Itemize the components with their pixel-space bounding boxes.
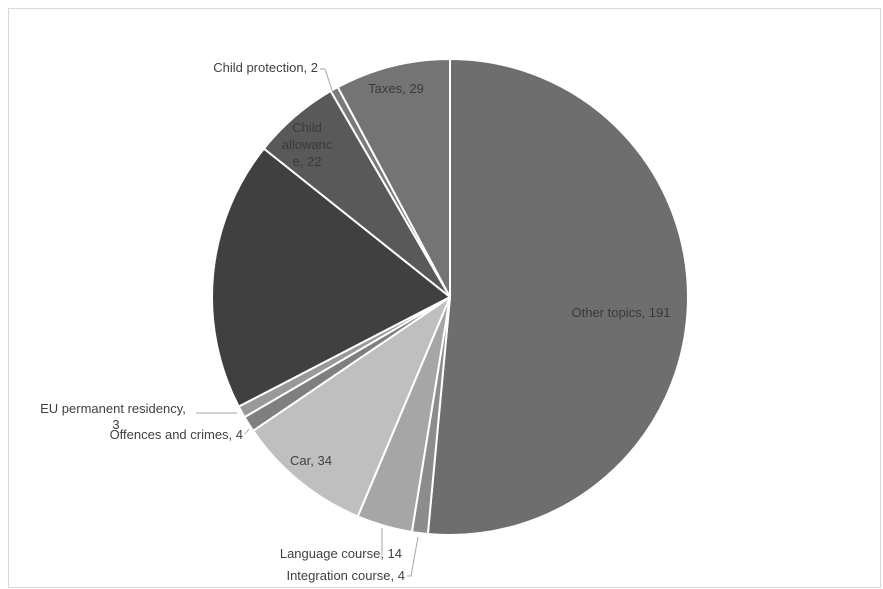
leader-integration-course [407,536,419,577]
label-child-protection: Child protection, 2 [213,60,318,75]
data-labels: Other topics, 191 Integration course, 4 … [40,60,670,583]
leader-lines [196,68,419,577]
label-taxes: Taxes, 29 [368,81,424,96]
label-language-course: Language course, 14 [280,546,402,561]
slice-taxes [336,58,451,298]
label-eu-permanent-residency-line2: 3 [112,417,119,432]
chart-area: Other topics, 191 Integration course, 4 … [8,8,881,588]
slice-other-topics [426,58,689,536]
label-integration-course: Integration course, 4 [286,568,405,583]
label-other-topics: Other topics, 191 [572,305,671,320]
pie-chart: Other topics, 191 Integration course, 4 … [40,58,689,583]
label-child-allowance: Child allowanc e, 22 [282,120,333,169]
slices-layer [211,58,689,536]
leader-child-protection [320,68,334,94]
label-child-allowance-line2: allowanc [282,137,333,152]
slice-slice-6 [211,147,451,408]
label-child-allowance-line1: Child [292,120,322,135]
label-car: Car, 34 [290,453,332,468]
label-eu-permanent-residency-line1: EU permanent residency, [40,401,186,416]
label-child-allowance-line3: e, 22 [293,154,322,169]
slice-car [252,296,451,518]
label-eu-permanent-residency: EU permanent residency, 3 [40,401,186,432]
leader-offences-and-crimes [244,428,250,435]
label-offences-and-crimes: Offences and crimes, 4 [110,427,243,442]
